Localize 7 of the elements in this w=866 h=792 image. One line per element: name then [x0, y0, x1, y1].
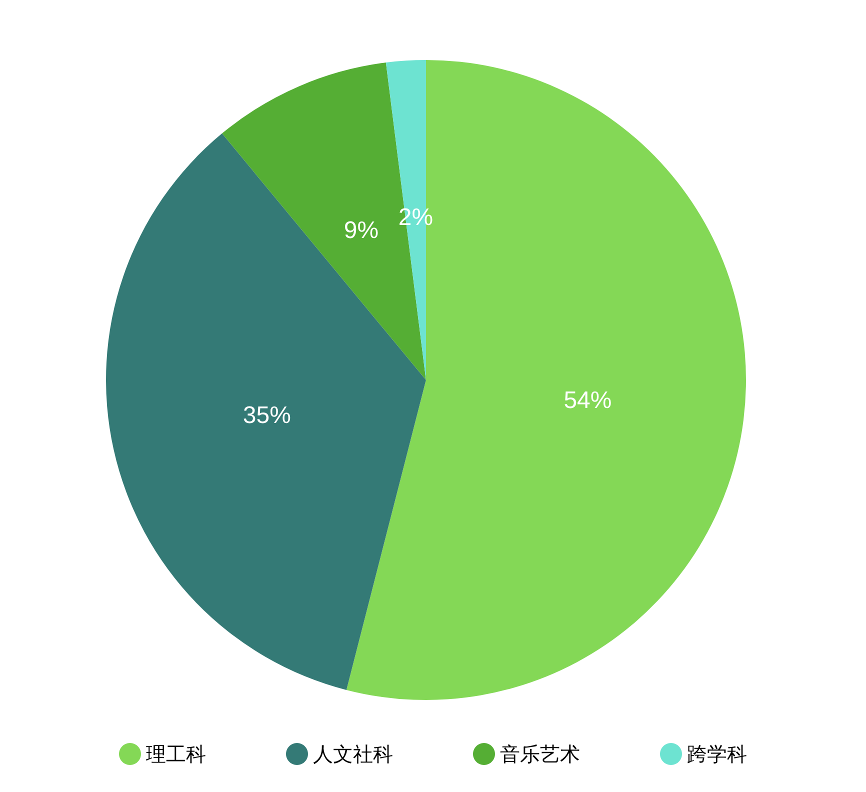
- data-label: 35%: [242, 402, 291, 430]
- legend-label: 跨学科: [687, 742, 747, 766]
- data-label: 9%: [344, 216, 379, 244]
- data-label: 54%: [564, 386, 612, 414]
- legend-label: 音乐艺术: [500, 742, 580, 766]
- legend-label: 理工科: [146, 742, 206, 766]
- legend-label: 人文社科: [313, 742, 393, 766]
